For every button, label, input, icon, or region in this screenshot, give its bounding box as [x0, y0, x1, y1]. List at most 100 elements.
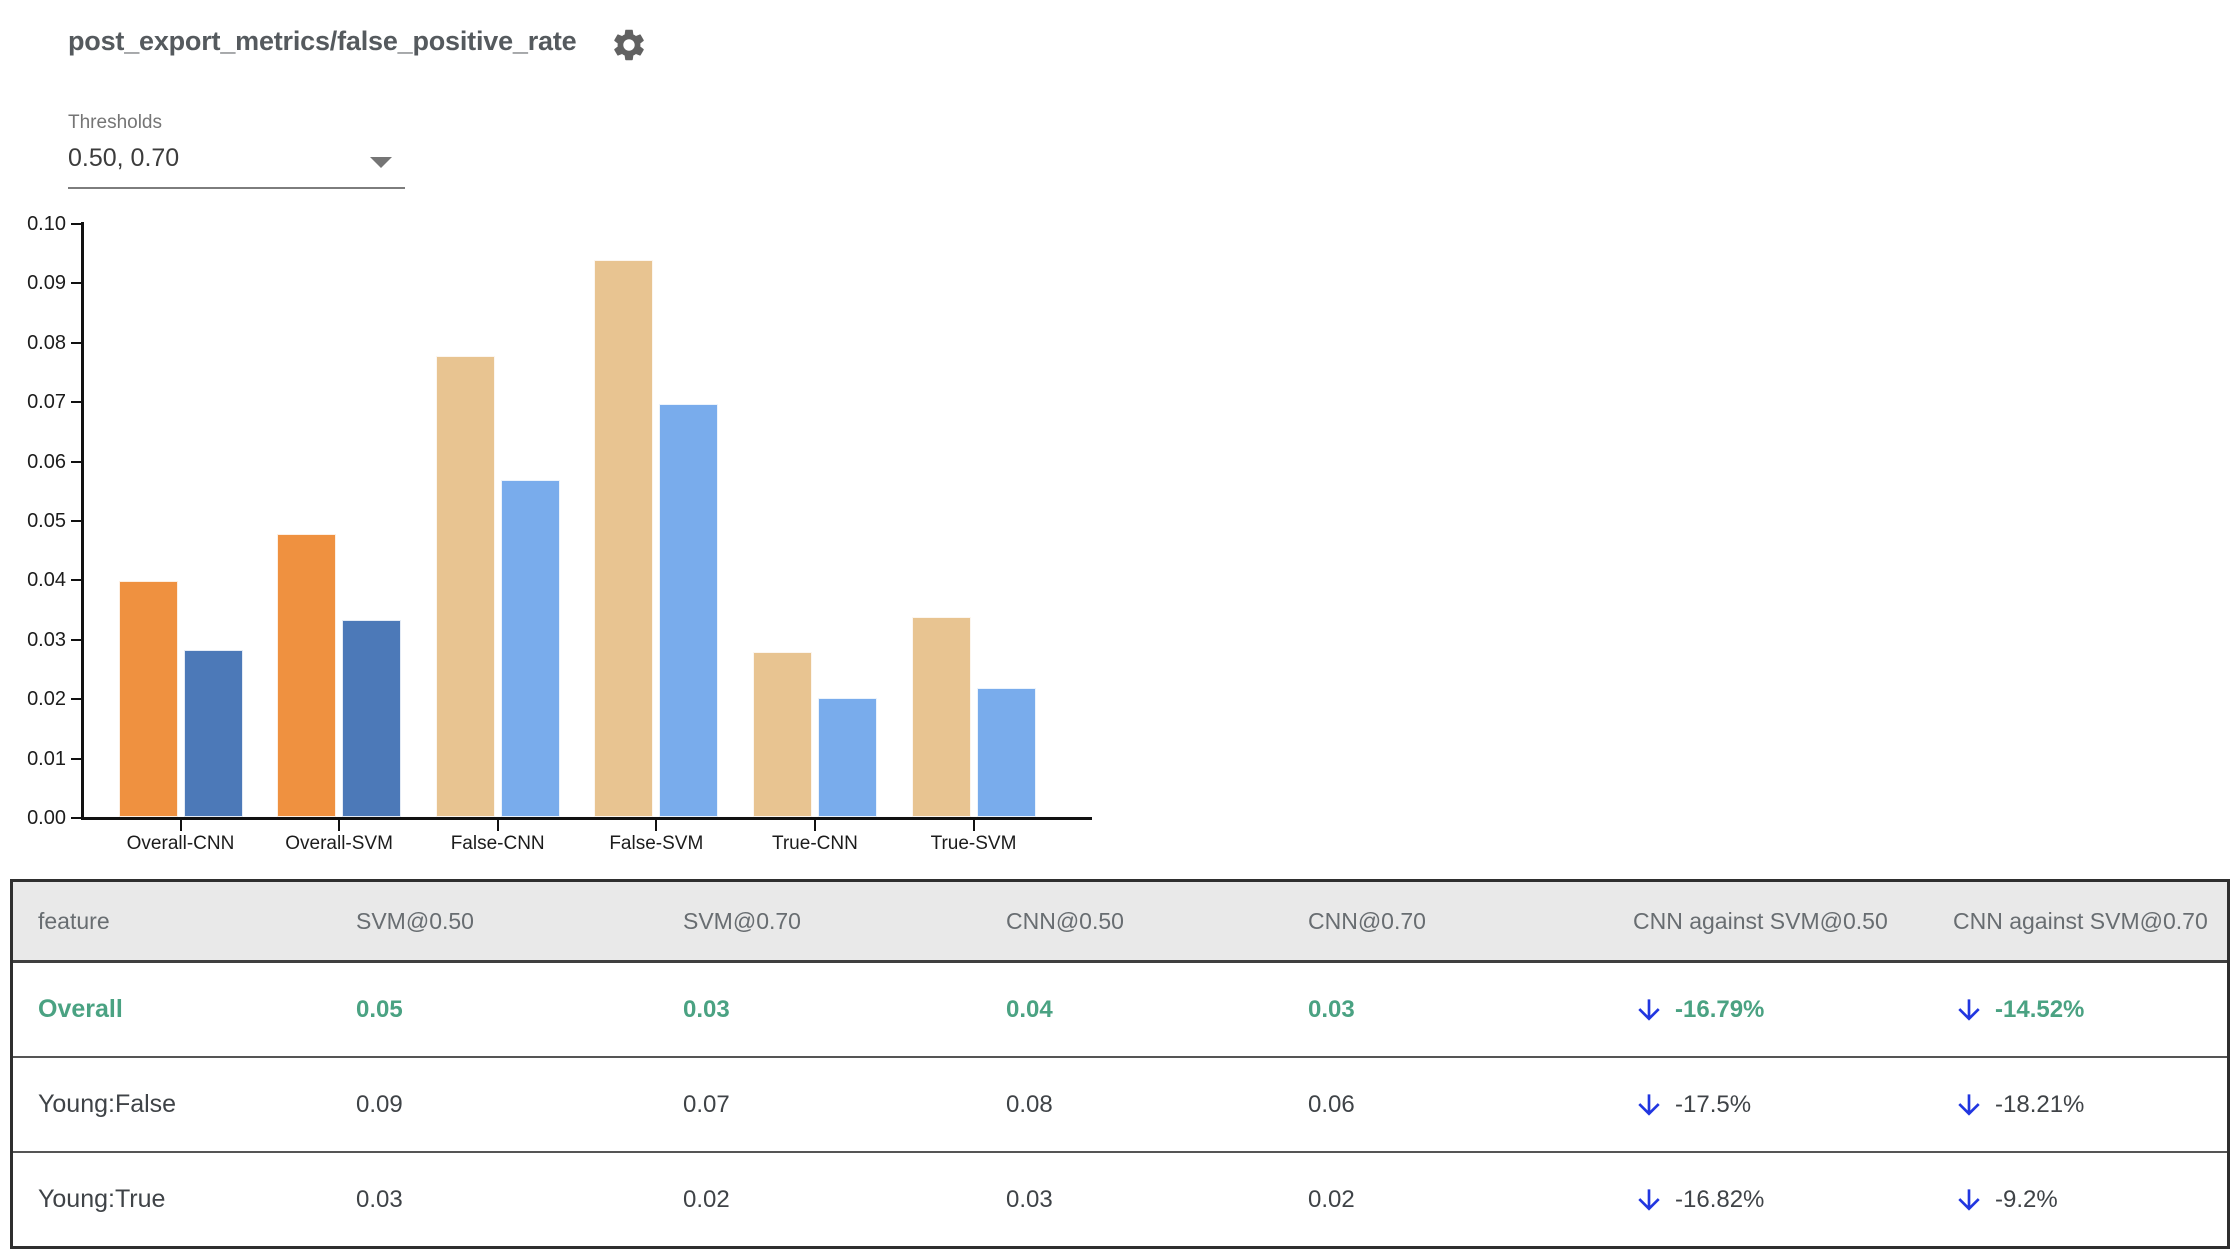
x-axis-tick-label: True-SVM — [930, 833, 1017, 854]
delta-percent: -9.2% — [1995, 1185, 2058, 1213]
y-axis-tick-label: 0.03 — [27, 628, 66, 651]
x-axis-tick — [338, 818, 341, 831]
thresholds-selected-value: 0.50, 0.70 — [68, 144, 180, 172]
bar-False-SVM-threshold-0.50 — [594, 260, 654, 817]
delta-percent: -16.79% — [1675, 995, 1765, 1023]
y-axis-tick-label: 0.08 — [27, 331, 66, 354]
y-axis-tick — [71, 520, 81, 522]
settings-gear-button[interactable] — [610, 26, 650, 66]
x-axis-line — [81, 817, 1092, 820]
metrics-table: feature SVM@0.50 SVM@0.70 CNN@0.50 CNN@0.70 C… — [10, 879, 2230, 1249]
delta-cell-1: -18.21% — [1928, 1089, 2227, 1121]
bar-True-CNN-threshold-0.70 — [817, 698, 877, 817]
metric-cell-2: 0.04 — [1006, 995, 1053, 1023]
column-header-0: feature — [38, 907, 110, 934]
select-underline — [68, 187, 405, 189]
x-axis-tick — [972, 818, 975, 831]
bar-Overall-CNN-threshold-0.70 — [183, 650, 243, 817]
y-axis-tick — [71, 282, 81, 285]
y-axis-tick — [71, 460, 81, 463]
y-axis-tick-label: 0.09 — [27, 272, 66, 295]
column-header-4: CNN@0.70 — [1308, 907, 1426, 934]
y-axis-tick-label: 0.01 — [27, 747, 66, 770]
table-row-Overall: Overall 0.05 0.03 0.04 0.03 -16.79% -14.52% — [13, 963, 2227, 1058]
thresholds-label: Thresholds — [68, 112, 162, 133]
bar-True-SVM-threshold-0.70 — [976, 688, 1036, 817]
column-header-6: CNN against SVM@0.70 — [1953, 907, 2208, 934]
metric-cell-0: 0.09 — [356, 1090, 403, 1118]
y-axis-tick-label: 0.04 — [27, 569, 66, 592]
feature-cell: Young:True — [38, 1185, 166, 1213]
arrow-down-icon — [1958, 1093, 1980, 1116]
x-axis-tick-label: True-CNN — [771, 833, 858, 854]
delta-percent: -17.5% — [1675, 1090, 1752, 1118]
delta-percent: -14.52% — [1995, 995, 2085, 1023]
y-axis-tick-label: 0.10 — [27, 213, 66, 235]
metric-cell-1: 0.07 — [683, 1090, 730, 1118]
arrow-down-icon — [1638, 1093, 1660, 1116]
metric-cell-3: 0.03 — [1308, 995, 1355, 1023]
bar-False-SVM-threshold-0.70 — [659, 404, 719, 817]
page-title: post_export_metrics/false_positive_rate — [68, 26, 577, 56]
arrow-down-icon — [1958, 998, 1980, 1021]
metric-cell-0: 0.05 — [356, 995, 403, 1023]
bar-Overall-SVM-threshold-0.70 — [342, 620, 402, 817]
y-axis-tick-label: 0.00 — [27, 807, 66, 829]
y-axis-tick — [71, 757, 81, 760]
x-axis-tick-label: Overall-CNN — [126, 833, 235, 854]
thresholds-select[interactable]: 0.50, 0.70 — [68, 140, 405, 189]
metric-cell-3: 0.06 — [1308, 1090, 1355, 1118]
x-axis-tick — [496, 818, 499, 831]
x-axis-tick — [179, 818, 182, 831]
arrow-down-icon — [1958, 1188, 1980, 1211]
metric-cell-2: 0.08 — [1006, 1090, 1053, 1118]
gear-icon — [610, 29, 648, 68]
y-axis-tick — [71, 638, 81, 641]
metric-cell-1: 0.02 — [683, 1185, 730, 1213]
x-axis-tick-label: Overall-SVM — [285, 833, 393, 854]
delta-cell-0: -16.82% — [1608, 1184, 1928, 1216]
arrow-down-icon — [1638, 1188, 1660, 1211]
x-axis-tick — [655, 818, 658, 831]
metric-cell-2: 0.03 — [1006, 1185, 1053, 1213]
bar-False-CNN-threshold-0.50 — [435, 356, 495, 817]
bar-Overall-CNN-threshold-0.50 — [118, 581, 178, 817]
metric-cell-3: 0.02 — [1308, 1185, 1355, 1213]
y-axis-line — [81, 222, 84, 819]
chevron-down-icon — [370, 157, 392, 168]
false-positive-rate-bar-chart: 0.00 0.01 0.02 0.03 0.04 0.05 0.06 0.07 0.08 0.09… — [0, 0, 1130, 880]
y-axis-tick — [71, 401, 81, 404]
y-axis-tick — [71, 223, 81, 225]
table-row-Young:True: Young:True 0.03 0.02 0.03 0.02 -16.82% -9.2% — [13, 1153, 2227, 1246]
bar-Overall-SVM-threshold-0.50 — [277, 534, 337, 817]
metric-cell-0: 0.03 — [356, 1185, 403, 1213]
y-axis-tick — [71, 341, 81, 344]
column-header-2: SVM@0.70 — [683, 907, 801, 934]
y-axis-tick — [71, 817, 81, 819]
x-axis-tick — [813, 818, 816, 831]
y-axis-tick-label: 0.02 — [27, 688, 66, 711]
delta-cell-0: -16.79% — [1608, 994, 1928, 1026]
delta-percent: -16.82% — [1675, 1185, 1765, 1213]
column-header-1: SVM@0.50 — [356, 907, 474, 934]
y-axis-tick — [71, 579, 81, 582]
metric-cell-1: 0.03 — [683, 995, 730, 1023]
column-header-5: CNN against SVM@0.50 — [1633, 907, 1888, 934]
x-axis-tick-label: False-SVM — [609, 833, 704, 854]
y-axis-tick — [71, 698, 81, 701]
table-header-row: feature SVM@0.50 SVM@0.70 CNN@0.50 CNN@0.70 C… — [13, 882, 2227, 963]
bar-True-SVM-threshold-0.50 — [911, 617, 971, 817]
delta-cell-1: -14.52% — [1928, 994, 2227, 1026]
feature-cell: Overall — [38, 995, 123, 1023]
delta-percent: -18.21% — [1995, 1090, 2085, 1118]
arrow-down-icon — [1638, 998, 1660, 1021]
bar-True-CNN-threshold-0.50 — [752, 652, 812, 817]
y-axis-tick-label: 0.05 — [27, 510, 66, 532]
y-axis-tick-label: 0.07 — [27, 391, 66, 414]
table-row-Young:False: Young:False 0.09 0.07 0.08 0.06 -17.5% -18.21% — [13, 1058, 2227, 1153]
delta-cell-1: -9.2% — [1928, 1184, 2227, 1216]
column-header-3: CNN@0.50 — [1006, 907, 1124, 934]
x-axis-tick-label: False-CNN — [450, 833, 545, 854]
y-axis-tick-label: 0.06 — [27, 450, 66, 473]
